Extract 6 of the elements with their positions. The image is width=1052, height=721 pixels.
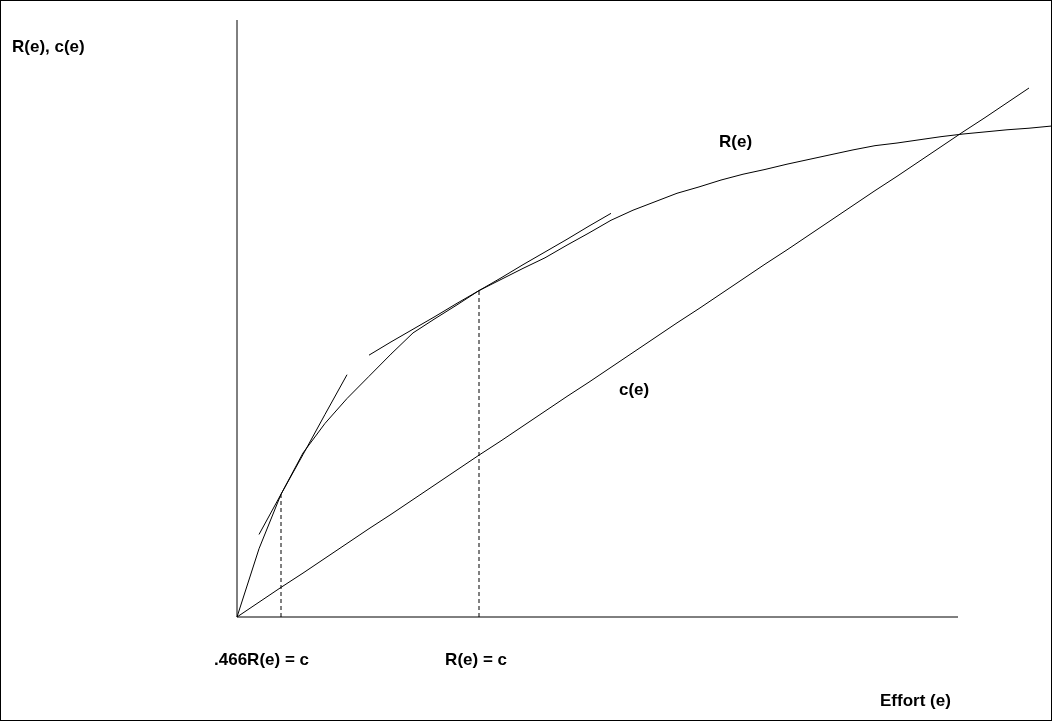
x-axis-title: Effort (e): [880, 691, 951, 710]
series-label: c(e): [619, 380, 650, 400]
series-label: R(e): [719, 131, 753, 151]
text: R(e), c(e): [12, 37, 85, 56]
text: R(e) = c: [445, 650, 507, 669]
text: .466R(e) = c: [214, 650, 309, 669]
